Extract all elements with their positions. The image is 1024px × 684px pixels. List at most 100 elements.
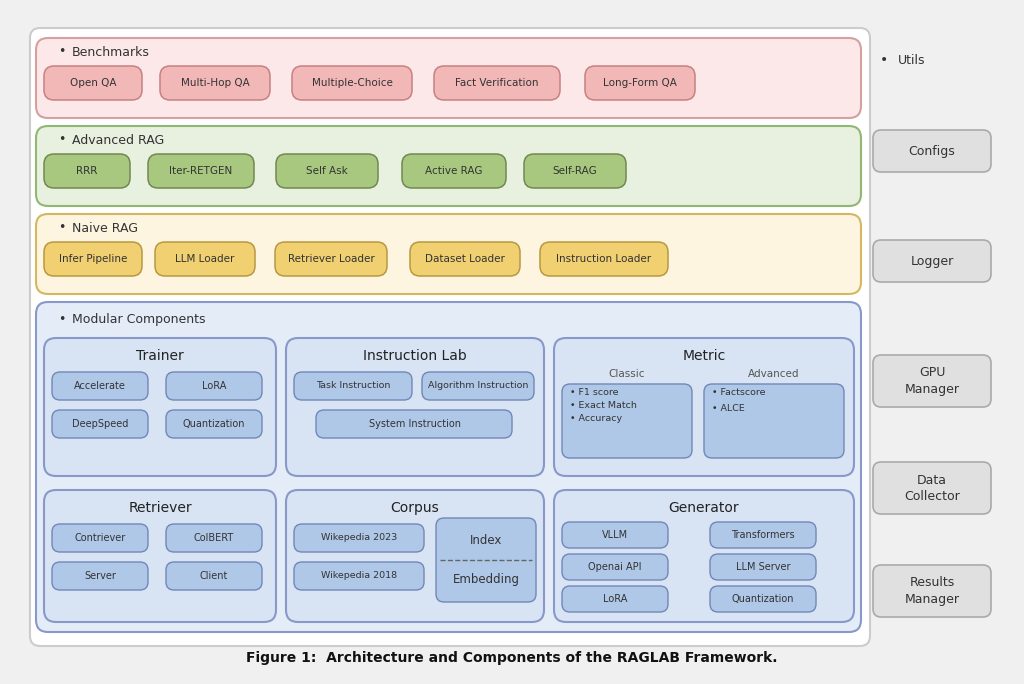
FancyBboxPatch shape	[294, 524, 424, 552]
FancyBboxPatch shape	[294, 562, 424, 590]
Text: VLLM: VLLM	[602, 530, 628, 540]
Text: GPU
Manager: GPU Manager	[904, 367, 959, 395]
Text: ColBERT: ColBERT	[194, 533, 234, 543]
Text: Accelerate: Accelerate	[74, 381, 126, 391]
FancyBboxPatch shape	[52, 410, 148, 438]
Text: LLM Loader: LLM Loader	[175, 254, 234, 264]
FancyBboxPatch shape	[44, 490, 276, 622]
FancyBboxPatch shape	[554, 490, 854, 622]
FancyBboxPatch shape	[166, 372, 262, 400]
FancyBboxPatch shape	[710, 522, 816, 548]
Text: Utils: Utils	[898, 53, 926, 66]
FancyBboxPatch shape	[166, 524, 262, 552]
Text: Data
Collector: Data Collector	[904, 473, 959, 503]
Text: Figure 1:  Architecture and Components of the RAGLAB Framework.: Figure 1: Architecture and Components of…	[246, 651, 778, 665]
FancyBboxPatch shape	[30, 28, 870, 646]
Text: •: •	[58, 46, 66, 59]
FancyBboxPatch shape	[710, 554, 816, 580]
FancyBboxPatch shape	[710, 586, 816, 612]
Text: Instruction Lab: Instruction Lab	[364, 349, 467, 363]
Text: • Factscore
• ALCE: • Factscore • ALCE	[712, 388, 766, 413]
FancyBboxPatch shape	[873, 462, 991, 514]
Text: Classic: Classic	[608, 369, 645, 379]
FancyBboxPatch shape	[873, 130, 991, 172]
Text: Logger: Logger	[910, 254, 953, 267]
FancyBboxPatch shape	[422, 372, 534, 400]
Text: Active RAG: Active RAG	[425, 166, 482, 176]
FancyBboxPatch shape	[873, 355, 991, 407]
FancyBboxPatch shape	[36, 214, 861, 294]
FancyBboxPatch shape	[44, 154, 130, 188]
Text: Quantization: Quantization	[182, 419, 246, 429]
FancyBboxPatch shape	[148, 154, 254, 188]
Text: Wikepedia 2023: Wikepedia 2023	[321, 534, 397, 542]
Text: Client: Client	[200, 571, 228, 581]
Text: Transformers: Transformers	[731, 530, 795, 540]
FancyBboxPatch shape	[434, 66, 560, 100]
FancyBboxPatch shape	[44, 338, 276, 476]
FancyBboxPatch shape	[316, 410, 512, 438]
FancyBboxPatch shape	[585, 66, 695, 100]
FancyBboxPatch shape	[276, 154, 378, 188]
FancyBboxPatch shape	[292, 66, 412, 100]
FancyBboxPatch shape	[410, 242, 520, 276]
FancyBboxPatch shape	[562, 522, 668, 548]
FancyBboxPatch shape	[562, 554, 668, 580]
Text: Infer Pipeline: Infer Pipeline	[58, 254, 127, 264]
FancyBboxPatch shape	[52, 524, 148, 552]
FancyBboxPatch shape	[52, 372, 148, 400]
Text: Openai API: Openai API	[588, 562, 642, 572]
FancyBboxPatch shape	[873, 240, 991, 282]
Text: LoRA: LoRA	[603, 594, 627, 604]
Text: •: •	[58, 222, 66, 235]
Text: Index: Index	[470, 534, 502, 547]
Text: Results
Manager: Results Manager	[904, 577, 959, 605]
Text: DeepSpeed: DeepSpeed	[72, 419, 128, 429]
FancyBboxPatch shape	[160, 66, 270, 100]
Text: Benchmarks: Benchmarks	[72, 46, 150, 59]
FancyBboxPatch shape	[36, 302, 861, 632]
FancyBboxPatch shape	[402, 154, 506, 188]
FancyBboxPatch shape	[554, 338, 854, 476]
Text: LoRA: LoRA	[202, 381, 226, 391]
Text: Multi-Hop QA: Multi-Hop QA	[180, 78, 250, 88]
Text: Instruction Loader: Instruction Loader	[556, 254, 651, 264]
Text: Server: Server	[84, 571, 116, 581]
Text: Advanced RAG: Advanced RAG	[72, 133, 164, 146]
Text: Advanced: Advanced	[749, 369, 800, 379]
Text: Contriever: Contriever	[75, 533, 126, 543]
Text: Wikepedia 2018: Wikepedia 2018	[321, 572, 397, 581]
Text: Dataset Loader: Dataset Loader	[425, 254, 505, 264]
FancyBboxPatch shape	[562, 384, 692, 458]
Text: Quantization: Quantization	[732, 594, 795, 604]
FancyBboxPatch shape	[294, 372, 412, 400]
Text: LLM Server: LLM Server	[736, 562, 791, 572]
FancyBboxPatch shape	[562, 586, 668, 612]
Text: Multiple-Choice: Multiple-Choice	[311, 78, 392, 88]
Text: •: •	[58, 313, 66, 326]
FancyBboxPatch shape	[540, 242, 668, 276]
FancyBboxPatch shape	[286, 338, 544, 476]
Text: RRR: RRR	[77, 166, 97, 176]
FancyBboxPatch shape	[52, 562, 148, 590]
Text: Fact Verification: Fact Verification	[456, 78, 539, 88]
Text: Configs: Configs	[908, 144, 955, 157]
FancyBboxPatch shape	[166, 410, 262, 438]
FancyBboxPatch shape	[36, 38, 861, 118]
Text: Trainer: Trainer	[136, 349, 184, 363]
Text: Long-Form QA: Long-Form QA	[603, 78, 677, 88]
Text: System Instruction: System Instruction	[369, 419, 461, 429]
Text: Algorithm Instruction: Algorithm Instruction	[428, 382, 528, 391]
Text: Generator: Generator	[669, 501, 739, 515]
FancyBboxPatch shape	[873, 565, 991, 617]
Text: Iter-RETGEN: Iter-RETGEN	[169, 166, 232, 176]
Text: •: •	[58, 133, 66, 146]
FancyBboxPatch shape	[36, 126, 861, 206]
Text: Task Instruction: Task Instruction	[315, 382, 390, 391]
Text: Self-RAG: Self-RAG	[553, 166, 597, 176]
Text: Retriever Loader: Retriever Loader	[288, 254, 375, 264]
Text: Open QA: Open QA	[70, 78, 117, 88]
Text: Embedding: Embedding	[453, 573, 519, 586]
FancyBboxPatch shape	[705, 384, 844, 458]
Text: • F1 score
• Exact Match
• Accuracy: • F1 score • Exact Match • Accuracy	[570, 388, 637, 423]
